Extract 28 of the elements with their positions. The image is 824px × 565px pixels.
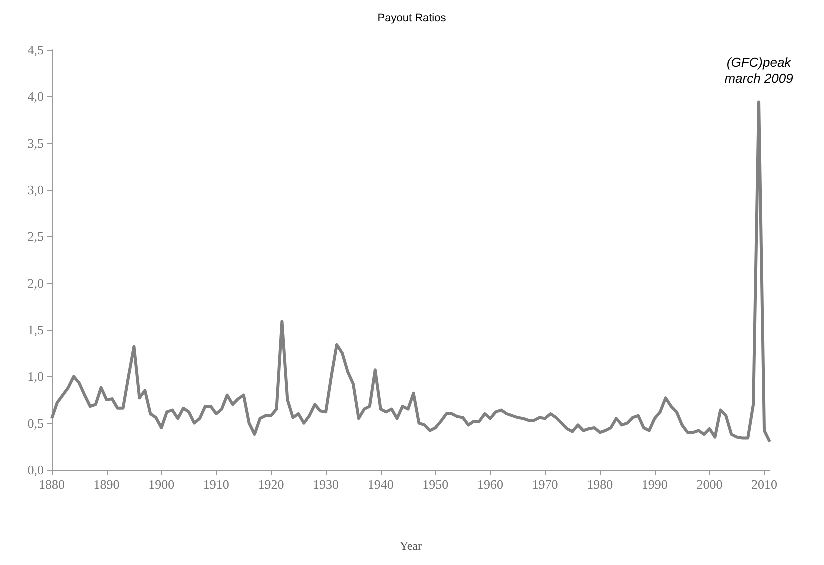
x-tick-label: 2010 [752, 477, 778, 492]
x-tick-label: 1970 [532, 477, 558, 492]
x-tick-label: 1980 [587, 477, 614, 492]
x-tick-label: 1940 [368, 477, 394, 492]
y-tick-label: 2,5 [28, 229, 44, 244]
chart-title: Payout Ratios [378, 12, 447, 24]
x-tick-label: 1950 [422, 477, 449, 492]
x-tick-label: 1990 [642, 477, 668, 492]
x-tick-label: 1910 [203, 477, 230, 492]
y-tick-label: 4,5 [28, 42, 44, 58]
annotation: (GFC)peak march 2009 [724, 54, 794, 86]
x-tick-label: 2000 [696, 477, 723, 492]
y-tick-label: 0,5 [28, 416, 44, 431]
y-tick-label: 0,0 [28, 462, 44, 478]
x-tick-label: 1880 [39, 477, 65, 492]
y-tick-label: 1,5 [28, 322, 44, 338]
x-tick-label: 1900 [148, 477, 175, 492]
x-tick-label: 1890 [94, 477, 120, 492]
x-tick-label: 1930 [313, 477, 340, 492]
x-tick-label: 1960 [477, 477, 504, 492]
y-tick-label: 3,0 [28, 182, 44, 198]
x-axis-title: Year [400, 539, 422, 553]
y-tick-label: 3,5 [28, 136, 44, 151]
y-tick-label: 1,0 [28, 369, 44, 384]
x-tick-label: 1920 [258, 477, 284, 492]
y-tick-label: 2,0 [28, 276, 44, 291]
line-series [50, 100, 772, 444]
y-tick-label: 4,0 [28, 89, 44, 104]
